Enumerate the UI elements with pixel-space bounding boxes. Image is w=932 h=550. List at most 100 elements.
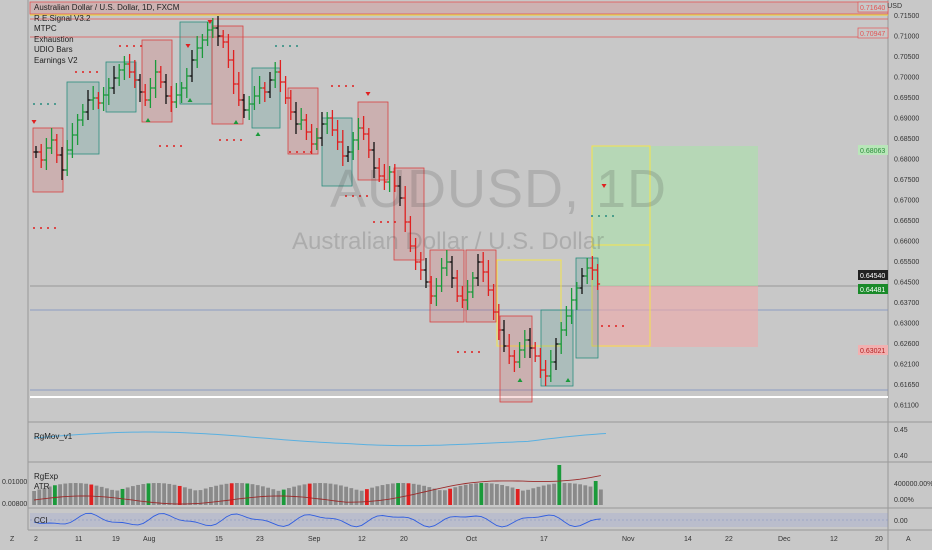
- atr-bar: [593, 481, 598, 505]
- atr-bar: [307, 483, 312, 505]
- indicator-mtpc[interactable]: MTPC: [34, 24, 57, 33]
- time-axis-label: 17: [540, 536, 548, 543]
- atr-bar: [261, 486, 265, 505]
- indicator-earnings[interactable]: Earnings V2: [34, 55, 78, 65]
- atr-bar: [151, 483, 156, 505]
- atr-bar: [380, 485, 385, 505]
- price-tick-label: 0.63700: [894, 300, 919, 307]
- cci-pane-label[interactable]: CCI: [34, 516, 48, 525]
- atr-bar: [219, 484, 224, 505]
- atr-bar: [453, 487, 458, 505]
- indicator-exhaustion[interactable]: Exhaustion: [34, 34, 74, 44]
- exhaustion-dot: [612, 215, 614, 217]
- atr-bar: [510, 487, 515, 505]
- atr-bar: [557, 465, 562, 505]
- atr-bar: [401, 483, 406, 505]
- atr-bar: [469, 483, 473, 505]
- atr-bar: [193, 490, 198, 505]
- target-zone: [592, 146, 758, 286]
- exhaustion-dot: [54, 227, 56, 229]
- atr-bar: [297, 485, 302, 505]
- consolidation-box-bear: [287, 87, 319, 155]
- exhaustion-dot: [331, 85, 333, 87]
- signal-triangle-up: [145, 118, 151, 122]
- atr-bar: [94, 485, 99, 505]
- signal-triangle-down: [365, 92, 371, 96]
- rgmov-pane-label[interactable]: RgMov_v1: [34, 432, 73, 441]
- signal-triangle-up: [565, 378, 571, 382]
- atr-bar: [541, 485, 546, 505]
- highlight-box: [496, 259, 562, 347]
- atr-bar: [463, 484, 468, 505]
- time-axis-corner-right: A: [906, 536, 911, 543]
- exhaustion-dot: [373, 221, 375, 223]
- exhaustion-dot: [40, 103, 42, 105]
- exhaustion-dot: [615, 325, 617, 327]
- symbol-title[interactable]: Australian Dollar / U.S. Dollar, 1D, FXC…: [34, 3, 180, 12]
- time-axis-label: 15: [215, 536, 223, 543]
- price-tick-label: 0.68500: [894, 136, 919, 143]
- atr-bar: [73, 483, 78, 505]
- atr-bar: [99, 486, 104, 505]
- atr-bar: [250, 484, 255, 505]
- exhaustion-dot: [96, 71, 98, 73]
- exhaustion-dot: [345, 85, 347, 87]
- price-tick-label: 0.65500: [894, 259, 919, 266]
- exhaustion-dot: [282, 45, 284, 47]
- atr-bar: [567, 483, 572, 505]
- symbol-watermark: AUDUSD, 1D: [330, 159, 668, 219]
- atr-bar: [599, 489, 603, 505]
- rgexp-tick-label: 0.00%: [894, 497, 914, 504]
- signal-triangle-down: [185, 44, 191, 48]
- description-watermark: Australian Dollar / U.S. Dollar: [292, 228, 605, 255]
- atr-bar: [203, 488, 208, 505]
- indicator-udio-bars[interactable]: UDIO Bars: [34, 45, 73, 54]
- atr-bar: [271, 489, 276, 505]
- atr-bar: [209, 487, 213, 505]
- exhaustion-dot: [598, 215, 600, 217]
- exhaustion-dot: [166, 145, 168, 147]
- atr-bar: [339, 485, 343, 505]
- atr-bar: [526, 489, 530, 505]
- time-axis-label: 14: [684, 536, 692, 543]
- consolidation-box-bull: [179, 21, 213, 105]
- currency-label: USD: [887, 3, 902, 10]
- exhaustion-dot: [133, 45, 135, 47]
- atr-bar: [235, 483, 239, 505]
- time-axis-label: 20: [875, 536, 883, 543]
- exhaustion-dot: [140, 45, 142, 47]
- stop-zone: [592, 286, 758, 347]
- indicator-re-signal[interactable]: R.E.Signal V3.2: [34, 13, 91, 23]
- atr-bar: [131, 486, 135, 505]
- atr-bar: [224, 483, 229, 505]
- exhaustion-dot: [303, 151, 305, 153]
- rgmov-line: [33, 431, 607, 447]
- price-tick-label: 0.66500: [894, 218, 919, 225]
- atr-bar: [141, 484, 146, 505]
- atr-bar: [583, 485, 588, 505]
- exhaustion-dot: [352, 195, 354, 197]
- atr-bar: [333, 484, 338, 505]
- price-tick-label: 0.64500: [894, 280, 919, 287]
- price-tag-box: [858, 345, 888, 355]
- atr-bar: [198, 490, 203, 505]
- price-tick-label: 0.67500: [894, 177, 919, 184]
- projection-box: [591, 145, 651, 347]
- exhaustion-dot: [352, 85, 354, 87]
- atr-bar: [521, 490, 525, 505]
- exhaustion-dot: [82, 71, 84, 73]
- exhaustion-dot: [219, 139, 221, 141]
- price-tag-label: 0.63021: [860, 348, 885, 355]
- price-tick-label: 0.69000: [894, 116, 919, 123]
- consolidation-box-bear: [357, 101, 389, 181]
- rgexp-tick-label: 400000.00%: [894, 481, 932, 488]
- atr-bar: [474, 483, 478, 505]
- time-axis-label: Aug: [143, 536, 156, 543]
- exhaustion-dot: [159, 145, 161, 147]
- exhaustion-dot: [608, 325, 610, 327]
- exhaustion-dot: [240, 139, 242, 141]
- rgexp-pane-label[interactable]: RgExp: [34, 472, 59, 481]
- atr-pane-label[interactable]: ATR: [34, 482, 50, 491]
- atr-bar: [162, 483, 166, 505]
